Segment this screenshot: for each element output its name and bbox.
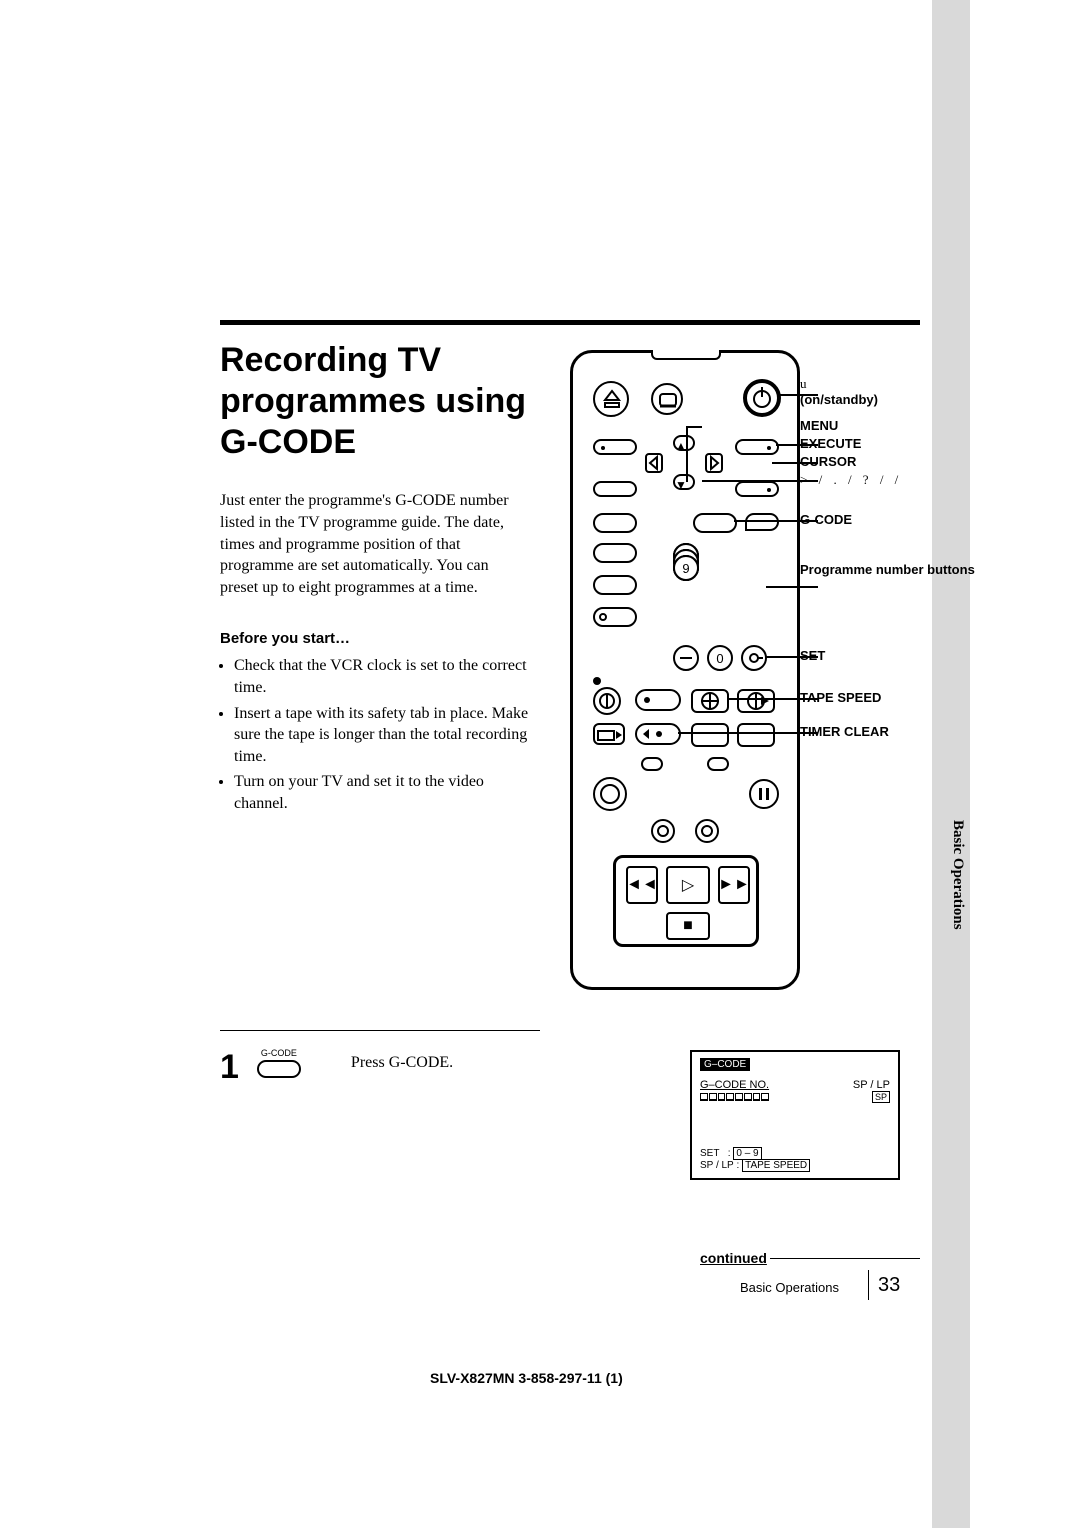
remote-ir-window: [651, 350, 721, 360]
leader-line: [678, 732, 818, 734]
tape-speed-button: [691, 689, 729, 713]
gcode-label: G-CODE: [800, 512, 852, 527]
tape-speed-button-2: [737, 689, 775, 713]
rec-indicator-icon: [593, 677, 601, 685]
pause-button: [749, 779, 779, 809]
cursor-up-button: ▲: [673, 435, 695, 451]
small-circ-2: [695, 819, 719, 843]
gcode-button: [693, 513, 737, 533]
ffwd-button: ►►: [718, 866, 750, 904]
intro-paragraph: Just enter the programme's G-CODE number…: [220, 490, 530, 598]
timer-aux-1: [691, 723, 729, 747]
step-gcode-icon: G-CODE: [257, 1048, 301, 1078]
step-instruction: Press G-CODE.: [351, 1048, 453, 1072]
aux-pill: [593, 607, 637, 627]
rewind-button: ◄◄: [626, 866, 658, 904]
leader-line: [686, 426, 702, 428]
osd-set-label: SET: [700, 1148, 719, 1159]
aux-pill: [593, 575, 637, 595]
footer-divider: [868, 1270, 869, 1300]
gcode-pill-icon: [257, 1060, 301, 1078]
eject-button-icon: [593, 381, 629, 417]
execute-button: [735, 439, 779, 455]
set-label: SET: [800, 648, 825, 663]
playback-block: ◄◄ ▷ ►► ■: [613, 855, 759, 947]
osd-splp2-label: SP / LP: [700, 1160, 734, 1171]
num-9-button: 9: [673, 555, 699, 581]
osd-sp-value: SP: [872, 1091, 890, 1103]
programme-label: Programme number buttons: [800, 562, 975, 578]
bullet-item: Turn on your TV and set it to the video …: [234, 771, 530, 814]
cursor-glyphs: > / . / ? / /: [800, 472, 902, 488]
osd-title: G–CODE: [700, 1058, 750, 1071]
num-aux-button: [673, 645, 699, 671]
tape-speed-label: TAPE SPEED: [800, 690, 881, 705]
small-circ-1: [651, 819, 675, 843]
execute-label: EXECUTE: [800, 436, 861, 451]
cursor-down-button: ▼: [673, 474, 695, 490]
power-button-icon: [743, 379, 781, 417]
timer-aux-2: [737, 723, 775, 747]
aux-button-2: [745, 513, 779, 531]
small-oval-1: [641, 757, 663, 771]
cancel-button: [593, 481, 637, 497]
enter-button: [735, 481, 779, 497]
top-rule: [220, 320, 920, 325]
timer-button: [593, 723, 625, 745]
remote-diagram: ▲ ▼ 1: [570, 350, 970, 1000]
rec-button: [593, 687, 621, 715]
left-pill-column: [593, 543, 637, 639]
cursor-label: CURSOR: [800, 454, 856, 469]
timer-clear-button: [635, 723, 681, 745]
before-you-start-heading: Before you start…: [220, 630, 530, 647]
set-button: [741, 645, 767, 671]
timer-clear-label: TIMER CLEAR: [800, 724, 889, 739]
osd-gcodeno-label: G–CODE NO.: [700, 1079, 769, 1091]
osd-splp-label: SP / LP: [853, 1079, 890, 1091]
before-bullets: Check that the VCR clock is set to the c…: [220, 655, 530, 814]
num-0-button: 0: [707, 645, 733, 671]
cursor-right-button: [705, 453, 723, 473]
power-label: (on/standby): [800, 392, 878, 407]
aux-button: [593, 513, 637, 533]
continued-label: continued: [700, 1250, 767, 1266]
stop-button: ■: [666, 912, 710, 940]
tape-pill-1: [635, 689, 681, 711]
display-button-icon: [651, 383, 683, 415]
osd-entry-slots: [700, 1093, 769, 1101]
menu-button: [593, 439, 637, 455]
osd-screen: G–CODE G–CODE NO. SP / LP SP SET : 0 – 9…: [690, 1050, 900, 1180]
model-footer: SLV-X827MN 3-858-297-11 (1): [430, 1370, 623, 1386]
bullet-item: Insert a tape with its safety tab in pla…: [234, 703, 530, 768]
power-symbol: u: [800, 376, 807, 391]
page-number: 33: [878, 1274, 900, 1297]
step-divider-rule: [220, 1030, 540, 1031]
osd-bottom-legend: SET : 0 – 9 SP / LP : TAPE SPEED: [700, 1148, 810, 1172]
jog-button: [593, 777, 627, 811]
page-title: Recording TV programmes using G-CODE: [220, 340, 530, 462]
step-icon-label: G-CODE: [261, 1048, 297, 1058]
step-number: 1: [220, 1048, 239, 1087]
cursor-left-button: [645, 453, 663, 473]
leader-line: [766, 586, 818, 588]
aux-pill: [593, 543, 637, 563]
menu-label: MENU: [800, 418, 838, 433]
bullet-item: Check that the VCR clock is set to the c…: [234, 655, 530, 698]
section-tab-vertical: Basic Operations: [949, 820, 966, 930]
osd-tapespeed-value: TAPE SPEED: [742, 1159, 810, 1172]
footer-section-label: Basic Operations: [740, 1280, 839, 1295]
play-button: ▷: [666, 866, 710, 904]
small-oval-2: [707, 757, 729, 771]
continued-rule: [770, 1258, 920, 1259]
leader-line: [686, 426, 688, 482]
remote-body: ▲ ▼ 1: [570, 350, 800, 990]
